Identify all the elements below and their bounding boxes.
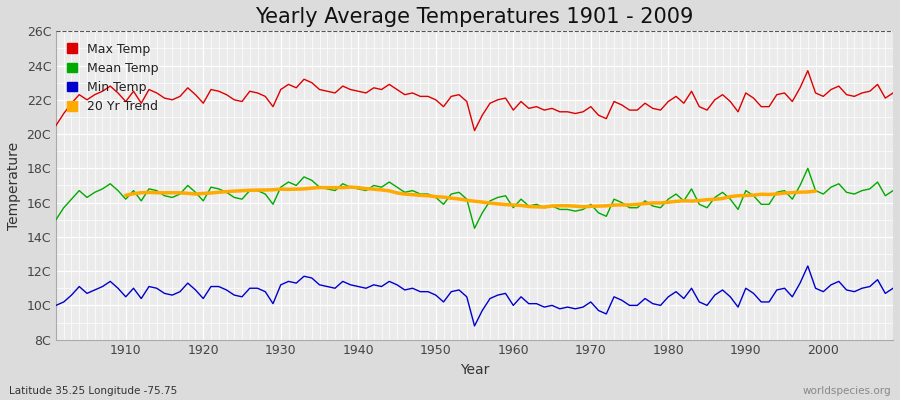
Title: Yearly Average Temperatures 1901 - 2009: Yearly Average Temperatures 1901 - 2009	[256, 7, 694, 27]
X-axis label: Year: Year	[460, 363, 490, 377]
Legend: Max Temp, Mean Temp, Min Temp, 20 Yr Trend: Max Temp, Mean Temp, Min Temp, 20 Yr Tre…	[62, 38, 164, 118]
Y-axis label: Temperature: Temperature	[7, 141, 21, 230]
Text: Latitude 35.25 Longitude -75.75: Latitude 35.25 Longitude -75.75	[9, 386, 177, 396]
Text: worldspecies.org: worldspecies.org	[803, 386, 891, 396]
